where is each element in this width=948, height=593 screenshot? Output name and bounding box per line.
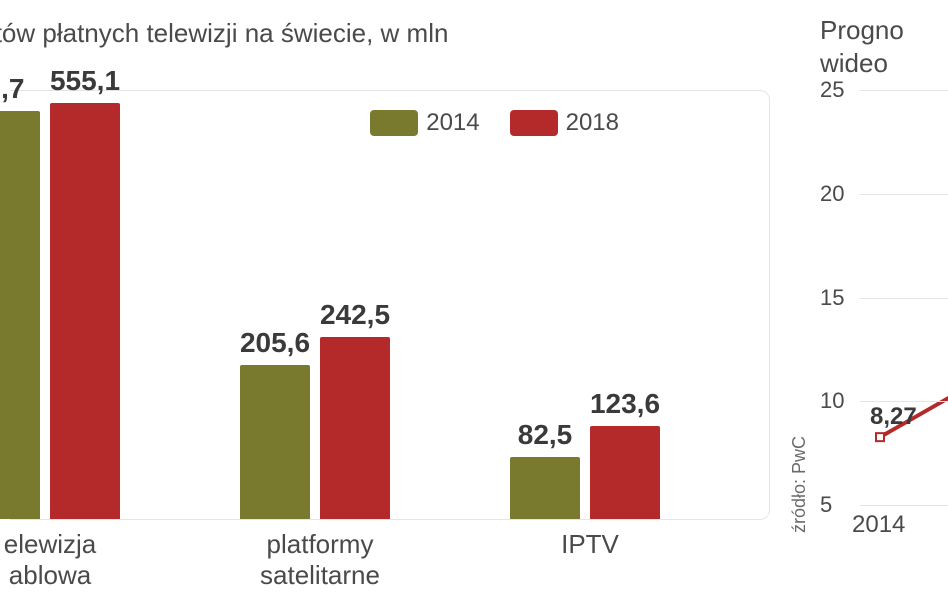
y-tick: 20	[820, 181, 844, 207]
line-title-row1: Progno	[820, 15, 904, 45]
gridline	[860, 505, 948, 506]
x-tick: 2014	[852, 511, 905, 539]
bar	[510, 457, 580, 519]
bar	[590, 426, 660, 519]
y-tick: 25	[820, 77, 844, 103]
bars-container: 3,7555,1elewizjaablowa205,6242,5platform…	[10, 91, 769, 519]
y-tick: 5	[820, 492, 832, 518]
line-chart-panel: Progno wideo 5 10 15 20 25 8,27 2014	[820, 0, 948, 593]
category-label: IPTV	[561, 529, 619, 560]
gridline	[860, 401, 948, 402]
category-label: platformysatelitarne	[260, 529, 380, 591]
line-marker	[876, 433, 884, 441]
gridline	[860, 194, 948, 195]
category-label: elewizjaablowa	[4, 529, 97, 591]
line-point-label: 8,27	[870, 403, 917, 431]
bar-chart-title: ientów płatnych telewizji na świecie, w …	[0, 18, 448, 49]
bar-value-label: 3,7	[0, 73, 24, 105]
bar	[240, 365, 310, 519]
bar	[50, 103, 120, 519]
bar-value-label: 82,5	[518, 419, 573, 451]
line-plot-area: 5101520258,272014	[820, 90, 948, 550]
gridline	[860, 298, 948, 299]
line-title-row2: wideo	[820, 48, 888, 78]
bar-value-label: 242,5	[320, 299, 390, 331]
bar-chart-panel: ientów płatnych telewizji na świecie, w …	[0, 0, 780, 593]
y-tick: 10	[820, 388, 844, 414]
bar	[320, 337, 390, 519]
gridline	[860, 90, 948, 91]
bar-value-label: 123,6	[590, 388, 660, 420]
bar	[0, 111, 40, 519]
bar-plot-area: 2014 2018 3,7555,1elewizjaablowa205,6242…	[10, 90, 770, 520]
bar-value-label: 205,6	[240, 327, 310, 359]
source-label: źródło: PwC	[789, 436, 810, 533]
line-chart-title: Progno wideo	[820, 14, 904, 79]
bar-value-label: 555,1	[50, 65, 120, 97]
y-tick: 15	[820, 285, 844, 311]
